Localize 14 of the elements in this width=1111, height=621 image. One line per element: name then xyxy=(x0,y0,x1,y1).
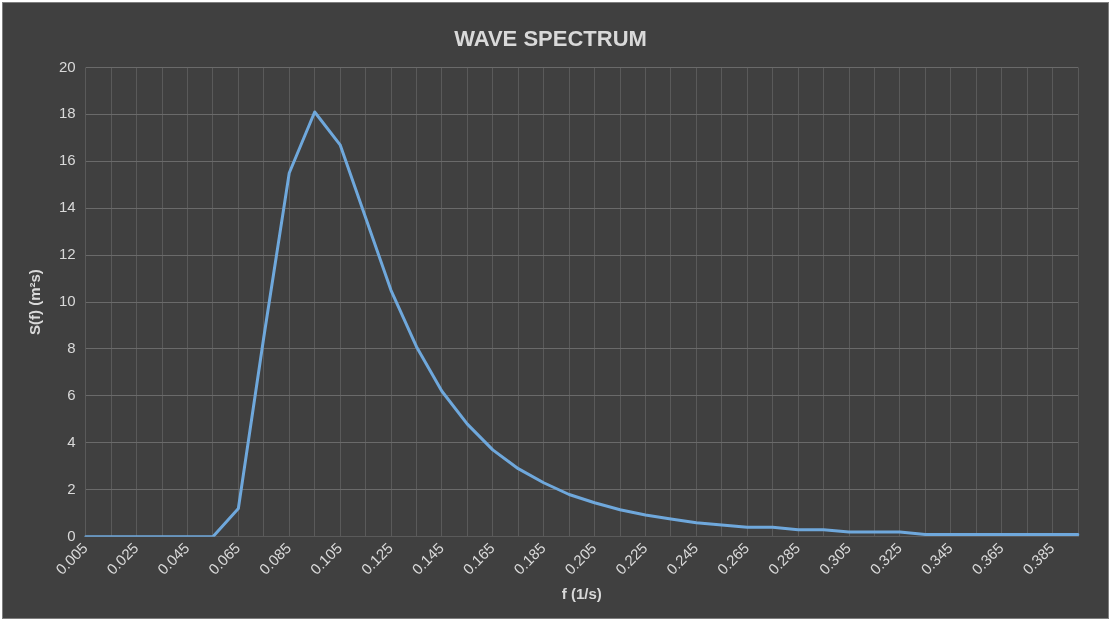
y-tick-label: 4 xyxy=(67,433,76,450)
y-tick-label: 12 xyxy=(59,245,76,263)
y-tick-label: 2 xyxy=(67,479,76,497)
y-tick-label: 0 xyxy=(67,526,76,544)
y-tick-label: 16 xyxy=(59,151,76,169)
chart-title: WAVE SPECTRUM xyxy=(454,26,647,52)
y-axis-title: S(f) (m²s) xyxy=(26,269,44,335)
x-axis-title: f (1/s) xyxy=(561,585,602,603)
y-tick-label: 8 xyxy=(67,339,76,357)
y-tick-label: 14 xyxy=(59,198,76,216)
y-tick-label: 18 xyxy=(59,104,76,122)
y-tick-label: 10 xyxy=(59,292,76,310)
y-tick-label: 6 xyxy=(67,386,76,404)
y-tick-label: 20 xyxy=(59,57,76,75)
